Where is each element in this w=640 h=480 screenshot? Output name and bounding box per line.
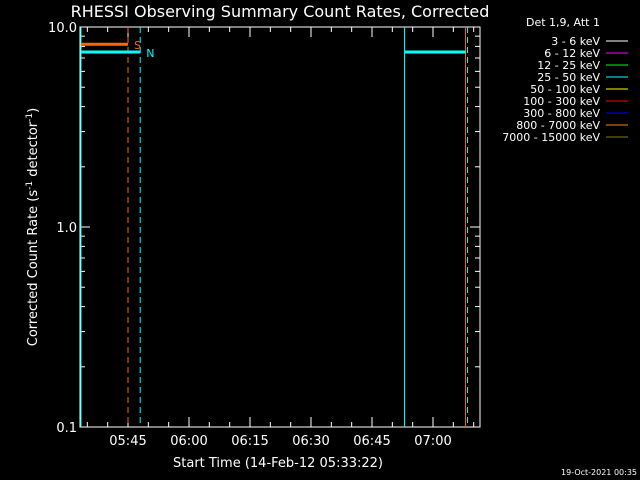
legend-header: Det 1,9, Att 1 (526, 16, 600, 29)
x-tick-label: 06:00 (170, 434, 207, 449)
footer-date: 19-Oct-2021 00:35 (561, 468, 637, 477)
flag-label: N (146, 47, 154, 60)
y-tick-label: 1.0 (56, 221, 77, 236)
x-tick-label: 06:45 (353, 434, 390, 449)
legend-entry-label: 6 - 12 keV (544, 47, 600, 60)
flag-label: S (134, 39, 141, 52)
legend-entry-label: 300 - 800 keV (523, 107, 600, 120)
x-tick-label: 06:15 (231, 434, 268, 449)
x-tick-label: 06:30 (292, 434, 329, 449)
chart-title: RHESSI Observing Summary Count Rates, Co… (71, 2, 490, 21)
x-axis: 05:45 06:00 06:15 06:30 06:45 07:00 (86, 27, 475, 449)
y-axis-label-sup1: -1 (25, 181, 35, 190)
y-axis-label: Corrected Count Rate (s-1 detector-1) (25, 108, 41, 346)
legend-entry-label: 800 - 7000 keV (516, 119, 600, 132)
legend-entry-label: 3 - 6 keV (551, 35, 600, 48)
legend-entry-label: 25 - 50 keV (537, 71, 600, 84)
y-axis-label-mid: detector (26, 121, 41, 181)
legend-entry-label: 100 - 300 keV (523, 95, 600, 108)
y-tick-label: 0.1 (56, 421, 77, 436)
x-tick-label: 05:45 (109, 434, 146, 449)
legend-entry-label: 50 - 100 keV (530, 83, 600, 96)
x-tick-label: 07:00 (414, 434, 451, 449)
x-axis-label: Start Time (14-Feb-12 05:33:22) (173, 456, 383, 471)
y-axis: 10.0 1.0 0.1 (48, 21, 480, 436)
y-axis-label-sup2: -1 (25, 113, 35, 122)
y-axis-label-end: ) (26, 108, 41, 113)
event-lines (80, 27, 469, 427)
flag-bars: SN (81, 39, 466, 60)
y-axis-label-main: Corrected Count Rate (s (26, 190, 41, 347)
legend-entry-label: 7000 - 15000 keV (502, 131, 600, 144)
y-tick-label: 10.0 (48, 21, 77, 36)
legend-entry-label: 12 - 25 keV (537, 59, 600, 72)
